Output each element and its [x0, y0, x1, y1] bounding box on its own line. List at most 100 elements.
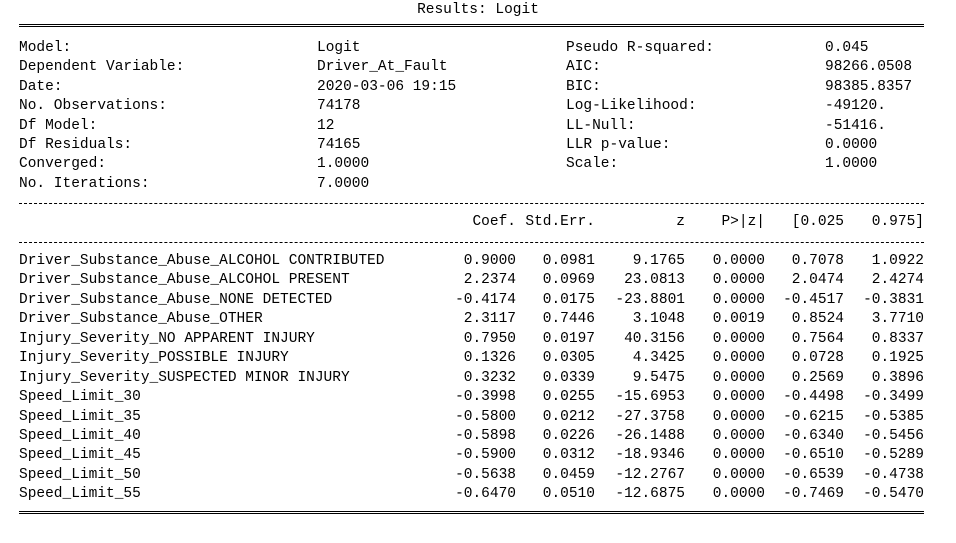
- col-header-stderr: Std.Err.: [525, 214, 595, 230]
- stat-value: -49120.: [825, 98, 886, 115]
- ci-low-value: -0.4498: [783, 389, 844, 406]
- z-value: 23.0813: [624, 272, 685, 289]
- stat-label: Pseudo R-squared:: [566, 40, 714, 56]
- info-label: No. Observations:: [19, 98, 167, 115]
- z-value: 3.1048: [632, 311, 685, 328]
- coef-value: -0.5900: [455, 447, 516, 464]
- col-header-z: z: [676, 214, 685, 230]
- stderr-value: 0.0510: [542, 486, 595, 503]
- z-value: -12.2767: [615, 466, 685, 483]
- stat-label: BIC:: [566, 78, 601, 95]
- variable-name: Driver_Substance_Abuse_ALCOHOL CONTRIBUT…: [19, 253, 385, 269]
- ci-low-value: 2.0474: [791, 272, 844, 289]
- stat-label: Log-Likelihood:: [566, 98, 697, 115]
- ci-high-value: 2.4274: [871, 272, 924, 289]
- ci-high-value: -0.4738: [863, 466, 924, 483]
- info-value: 12: [317, 117, 335, 134]
- p-value: 0.0000: [712, 291, 765, 308]
- ci-high-value: 1.0922: [871, 253, 924, 269]
- p-value: 0.0000: [712, 486, 765, 503]
- z-value: -27.3758: [615, 408, 685, 425]
- table-row: Speed_Limit_55 -0.6470 0.0510 -12.6875 0.000…: [19, 485, 924, 504]
- info-label: Model:: [19, 40, 72, 56]
- ci-high-value: 3.7710: [871, 311, 924, 328]
- stderr-value: 0.0312: [542, 447, 595, 464]
- variable-name: Injury_Severity_NO APPARENT INJURY: [19, 330, 315, 347]
- stat-label: LL-Null:: [566, 117, 636, 134]
- stderr-value: 0.0459: [542, 466, 595, 483]
- variable-name: Speed_Limit_35: [19, 408, 141, 425]
- ci-low-value: -0.6510: [783, 447, 844, 464]
- stat-label: LLR p-value:: [566, 136, 671, 153]
- top-double-rule: [19, 24, 924, 27]
- table-row: Speed_Limit_45 -0.5900 0.0312 -18.9346 0.000…: [19, 446, 924, 465]
- info-value: Logit: [317, 40, 361, 56]
- coef-value: -0.5800: [455, 408, 516, 425]
- ci-low-value: -0.6215: [783, 408, 844, 425]
- z-value: -12.6875: [615, 486, 685, 503]
- stderr-value: 0.7446: [542, 311, 595, 328]
- info-label: Dependent Variable:: [19, 59, 185, 76]
- coef-value: -0.5638: [455, 466, 516, 483]
- table-row: Speed_Limit_40 -0.5898 0.0226 -26.1488 0.000…: [19, 427, 924, 446]
- stat-label: AIC:: [566, 59, 601, 76]
- info-value: Driver_At_Fault: [317, 59, 448, 76]
- coef-value: -0.5898: [455, 427, 516, 444]
- table-row: Driver_Substance_Abuse_ALCOHOL PRESENT 2.…: [19, 271, 924, 290]
- stderr-value: 0.0212: [542, 408, 595, 425]
- info-value: 7.0000: [317, 175, 370, 192]
- info-label: Df Model:: [19, 117, 98, 134]
- table-row: Speed_Limit_35 -0.5800 0.0212 -27.3758 0.000…: [19, 408, 924, 427]
- ci-low-value: -0.6539: [783, 466, 844, 483]
- variable-name: Driver_Substance_Abuse_ALCOHOL PRESENT: [19, 272, 350, 289]
- stat-value: 0.045: [825, 40, 869, 56]
- info-row: Df Residuals: 74165 LLR p-value: 0.0000: [19, 136, 924, 155]
- stderr-value: 0.0175: [542, 291, 595, 308]
- ci-high-value: 0.1925: [871, 350, 924, 367]
- stat-value: 98385.8357: [825, 78, 913, 95]
- coef-value: 0.1326: [463, 350, 516, 367]
- ci-low-value: -0.7469: [783, 486, 844, 503]
- table-row: Injury_Severity_SUSPECTED MINOR INJURY 0.…: [19, 369, 924, 388]
- table-row: Injury_Severity_POSSIBLE INJURY 0.1326 0.0…: [19, 349, 924, 368]
- info-row: Model: Logit Pseudo R-squared: 0.045: [19, 39, 924, 58]
- ci-high-value: 0.3896: [871, 369, 924, 386]
- info-row: Dependent Variable: Driver_At_Fault AIC: 98…: [19, 58, 924, 77]
- z-value: -23.8801: [615, 291, 685, 308]
- ci-low-value: -0.4517: [783, 291, 844, 308]
- ci-low-value: 0.7078: [791, 253, 844, 269]
- z-value: 4.3425: [632, 350, 685, 367]
- bottom-double-rule: [19, 511, 924, 514]
- table-row: Speed_Limit_30 -0.3998 0.0255 -15.6953 0.000…: [19, 388, 924, 407]
- coef-value: 2.3117: [463, 311, 516, 328]
- coef-value: 0.3232: [463, 369, 516, 386]
- info-value: 74165: [317, 136, 361, 153]
- variable-name: Speed_Limit_30: [19, 389, 141, 406]
- variable-name: Injury_Severity_SUSPECTED MINOR INJURY: [19, 369, 350, 386]
- p-value: 0.0000: [712, 253, 765, 269]
- col-header-ci-high: 0.975]: [871, 214, 924, 230]
- variable-name: Speed_Limit_40: [19, 427, 141, 444]
- z-value: 40.3156: [624, 330, 685, 347]
- model-info-block: Model: Logit Pseudo R-squared: 0.045 Depende…: [19, 39, 924, 194]
- coef-table-header: Coef. Std.Err. z P>|z| [0.025 0.975]: [19, 212, 924, 232]
- z-value: 9.1765: [632, 253, 685, 269]
- ci-low-value: -0.6340: [783, 427, 844, 444]
- ci-low-value: 0.2569: [791, 369, 844, 386]
- info-value: 1.0000: [317, 156, 370, 173]
- stderr-value: 0.0197: [542, 330, 595, 347]
- info-row: No. Iterations: 7.0000: [19, 175, 924, 194]
- ci-high-value: 0.8337: [871, 330, 924, 347]
- coef-value: 2.2374: [463, 272, 516, 289]
- ci-high-value: -0.5470: [863, 486, 924, 503]
- ci-high-value: -0.5456: [863, 427, 924, 444]
- p-value: 0.0000: [712, 330, 765, 347]
- info-label: Converged:: [19, 156, 107, 173]
- p-value: 0.0000: [712, 272, 765, 289]
- p-value: 0.0000: [712, 369, 765, 386]
- coef-table-body: Driver_Substance_Abuse_ALCOHOL CONTRIBUT…: [19, 252, 924, 505]
- info-divider-rule: [19, 203, 924, 204]
- coef-value: -0.3998: [455, 389, 516, 406]
- z-value: -26.1488: [615, 427, 685, 444]
- z-value: 9.5475: [632, 369, 685, 386]
